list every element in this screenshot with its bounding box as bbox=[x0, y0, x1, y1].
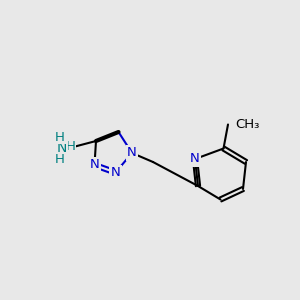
Text: N: N bbox=[57, 142, 68, 155]
Text: N: N bbox=[190, 152, 200, 166]
Text: N: N bbox=[127, 146, 137, 160]
Text: H: H bbox=[66, 140, 75, 154]
Text: CH₃: CH₃ bbox=[236, 118, 260, 131]
Text: N: N bbox=[111, 166, 120, 179]
Text: N: N bbox=[90, 158, 99, 172]
Text: H: H bbox=[55, 153, 65, 167]
Text: H: H bbox=[55, 130, 65, 144]
